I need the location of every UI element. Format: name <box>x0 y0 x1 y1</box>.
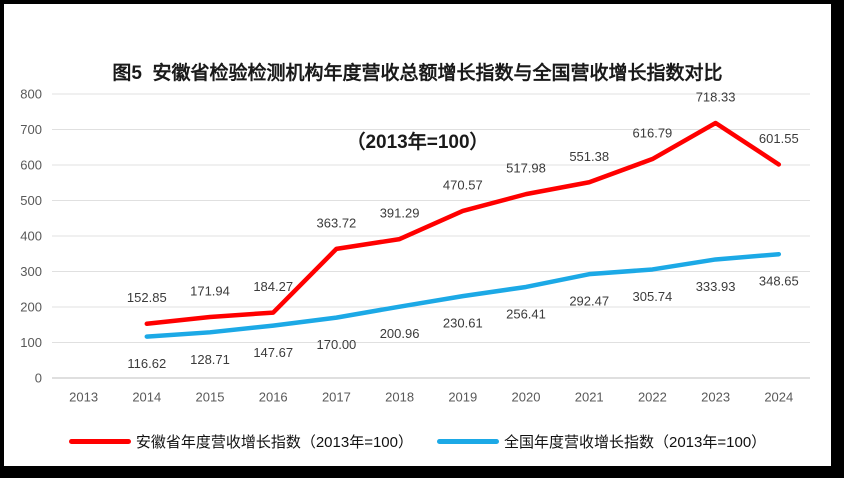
x-axis-tick-label: 2017 <box>322 390 351 405</box>
data-label: 171.94 <box>190 283 230 298</box>
data-label: 230.61 <box>443 316 483 331</box>
data-label: 348.65 <box>759 274 799 289</box>
data-label: 116.62 <box>127 356 166 371</box>
y-axis-tick-label: 100 <box>20 335 42 350</box>
data-label: 170.00 <box>317 337 357 352</box>
y-axis-tick-label: 800 <box>20 87 42 102</box>
x-axis-tick-label: 2021 <box>575 390 604 405</box>
x-axis-tick-label: 2015 <box>196 390 225 405</box>
data-label: 616.79 <box>633 126 673 141</box>
data-label: 200.96 <box>380 326 420 341</box>
legend-label-anhui: 安徽省年度营收增长指数（2013年=100） <box>135 433 413 451</box>
legend-swatch-anhui-red-line <box>68 438 131 444</box>
series-line-national <box>144 251 782 339</box>
chart-legend: 安徽省年度营收增长指数（2013年=100） 全国年度营收增长指数（2013年=… <box>4 430 831 452</box>
y-axis-tick-label: 600 <box>20 158 42 173</box>
data-label: 292.47 <box>569 294 609 309</box>
chart-subtitle: （2013年=100） <box>346 132 489 153</box>
y-axis-tick-label: 0 <box>35 371 42 386</box>
data-label: 333.93 <box>696 279 736 294</box>
line-chart-plot: 0 100 200 300 400 500 600 700 800 2013 2014 2015 201… <box>20 87 810 405</box>
data-label: 391.29 <box>380 206 420 221</box>
legend-item-national: 全国年度营收增长指数（2013年=100） <box>437 431 766 452</box>
y-axis-tick-label: 200 <box>20 300 42 315</box>
series-line-anhui <box>144 120 782 326</box>
data-label: 184.27 <box>253 279 293 294</box>
y-axis-tick-label: 500 <box>20 193 42 208</box>
x-axis-tick-label: 2013 <box>69 390 98 405</box>
x-axis-tick-label: 2018 <box>385 390 414 405</box>
data-label: 128.71 <box>190 352 230 367</box>
x-axis-tick-label: 2016 <box>259 390 288 405</box>
data-label: 601.55 <box>759 131 799 146</box>
data-label: 305.74 <box>633 289 673 304</box>
data-label: 152.85 <box>127 290 167 305</box>
data-label: 147.67 <box>253 345 293 360</box>
y-axis-tick-label: 300 <box>20 264 42 279</box>
y-axis-tick-label: 700 <box>20 122 42 137</box>
chart-title: 图5 安徽省检验检测机构年度营收总额增长指数与全国营收增长指数对比 <box>112 63 723 84</box>
chart-title-block: 图5 安徽省检验检测机构年度营收总额增长指数与全国营收增长指数对比 （2013年… <box>4 16 831 200</box>
y-axis-tick-label: 400 <box>20 229 42 244</box>
x-axis-tick-label: 2024 <box>764 390 793 405</box>
x-axis-tick-label: 2019 <box>448 390 477 405</box>
x-axis-tick-label: 2023 <box>701 390 730 405</box>
data-label: 256.41 <box>506 306 546 321</box>
data-label: 470.57 <box>443 177 483 192</box>
legend-swatch-national-blue-line <box>437 438 499 444</box>
x-axis-tick-label: 2022 <box>638 390 667 405</box>
data-label: 551.38 <box>569 149 609 164</box>
x-axis-tick-label: 2020 <box>512 390 541 405</box>
legend-item-anhui: 安徽省年度营收增长指数（2013年=100） <box>68 431 413 452</box>
data-label: 718.33 <box>696 89 736 104</box>
x-axis-tick-label: 2014 <box>132 390 161 405</box>
data-label: 363.72 <box>317 215 357 230</box>
data-label: 517.98 <box>506 161 546 176</box>
legend-label-national: 全国年度营收增长指数（2013年=100） <box>504 433 767 451</box>
